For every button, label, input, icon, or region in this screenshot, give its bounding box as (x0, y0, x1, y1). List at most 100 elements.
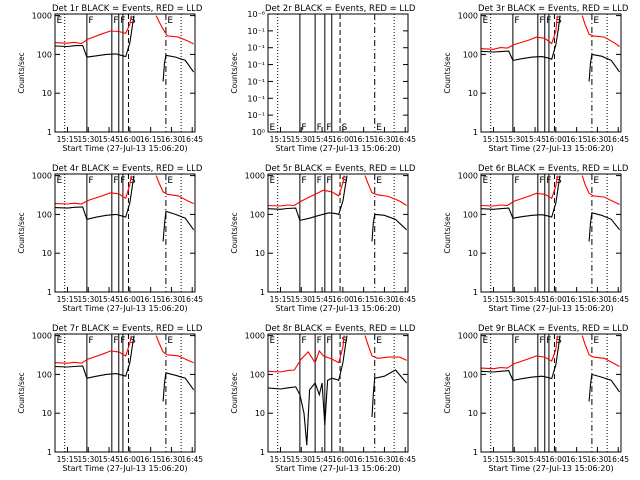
y-tick-label: 1000 (458, 12, 478, 21)
x-axis-label: Start Time (27-Jul-13 15:06:20) (488, 144, 613, 153)
y-tick-label: 100 (463, 210, 478, 219)
lld-series-line (54, 15, 132, 45)
chart-panel-6: Det 6r BLACK = Events, RED = LLDEFFFSE11… (443, 164, 629, 313)
x-tick-label: 16:30 (374, 295, 396, 304)
x-tick-label: 16:15 (140, 135, 162, 144)
x-tick-label: 16:15 (566, 295, 588, 304)
y-tick-label: 10 (42, 409, 52, 418)
x-tick-label: 16:30 (587, 455, 609, 464)
x-axis-label: Start Time (27-Jul-13 15:06:20) (62, 464, 187, 473)
event-marker-label: E (57, 336, 63, 346)
events-series-line (54, 175, 135, 220)
x-tick-label: 15:30 (503, 455, 525, 464)
x-tick-label: 15:15 (483, 455, 505, 464)
event-marker-label: F (514, 176, 519, 186)
lld-series-line (480, 335, 558, 370)
x-tick-label: 15:45 (311, 295, 333, 304)
plot-frame (54, 13, 196, 133)
event-marker-label: E (593, 176, 599, 186)
x-tick-label: 16:30 (161, 135, 183, 144)
x-tick-label: 15:15 (57, 135, 79, 144)
y-tick-label: 10 (468, 249, 478, 258)
x-tick-label: 15:45 (98, 455, 120, 464)
y-tick-label: 10⁰ (252, 128, 265, 137)
x-tick-label: 16:45 (607, 295, 629, 304)
chart-panel-9: Det 9r BLACK = Events, RED = LLDEFFFSE11… (443, 324, 629, 473)
x-tick-label: 16:30 (161, 295, 183, 304)
events-series-line (480, 175, 561, 219)
x-tick-label: 15:45 (524, 455, 546, 464)
events-series-line (588, 373, 621, 402)
lld-series-line (267, 335, 345, 373)
lld-series-line (267, 175, 345, 207)
x-tick-label: 15:45 (311, 455, 333, 464)
event-marker-label: F (326, 176, 331, 186)
y-axis-label: Counts/sec (230, 212, 239, 253)
plot-frame (54, 173, 196, 293)
y-tick-label: 10⁻¹ (247, 27, 265, 36)
y-tick-label: 10⁻¹ (247, 61, 265, 70)
x-axis-label: Start Time (27-Jul-13 15:06:20) (62, 144, 187, 153)
y-tick-label: 1000 (245, 332, 265, 341)
events-series-line (162, 372, 195, 402)
y-tick-label: 10⁻¹ (247, 94, 265, 103)
chart-title: Det 6r BLACK = Events, RED = LLD (478, 164, 629, 174)
x-tick-label: 15:15 (270, 135, 292, 144)
lld-series-line (581, 335, 620, 367)
event-marker-label: F (88, 336, 93, 346)
x-tick-label: 16:45 (394, 135, 416, 144)
x-tick-label: 16:15 (566, 455, 588, 464)
lld-series-line (364, 175, 407, 206)
events-series-line (480, 335, 561, 382)
y-tick-label: 10⁻¹ (247, 77, 265, 86)
x-tick-label: 16:30 (374, 135, 396, 144)
x-tick-label: 15:30 (290, 295, 312, 304)
event-marker-label: F (539, 16, 544, 26)
y-tick-label: 100 (250, 370, 265, 379)
event-marker-label: F (88, 176, 93, 186)
event-marker-label: F (301, 123, 306, 133)
chart-title: Det 4r BLACK = Events, RED = LLD (52, 164, 203, 174)
events-series-line (54, 335, 135, 379)
x-tick-label: 16:30 (374, 455, 396, 464)
y-axis-label: Counts/sec (17, 52, 26, 93)
x-axis-label: Start Time (27-Jul-13 15:06:20) (275, 144, 400, 153)
x-tick-label: 15:15 (483, 295, 505, 304)
event-marker-label: E (483, 336, 489, 346)
y-tick-label: 10⁻¹ (247, 111, 265, 120)
y-tick-label: 1 (47, 128, 52, 137)
events-series-line (267, 175, 348, 222)
y-tick-label: 10 (255, 249, 265, 258)
lld-series-line (581, 15, 620, 47)
x-tick-label: 15:45 (524, 135, 546, 144)
plot-frame (267, 333, 409, 453)
event-marker-label: E (270, 336, 276, 346)
y-tick-label: 100 (37, 370, 52, 379)
x-tick-label: 15:30 (77, 455, 99, 464)
event-marker-label: E (270, 123, 276, 133)
plot-frame (267, 13, 409, 133)
chart-panel-7: Det 7r BLACK = Events, RED = LLDEFFFSE11… (17, 324, 203, 473)
x-tick-label: 16:00 (332, 455, 354, 464)
x-tick-label: 16:45 (394, 295, 416, 304)
event-marker-label: E (376, 336, 382, 346)
lld-series-line (54, 175, 132, 205)
x-tick-label: 16:15 (353, 135, 375, 144)
event-marker-label: S (342, 176, 348, 186)
x-tick-label: 15:15 (270, 455, 292, 464)
x-tick-label: 15:30 (503, 135, 525, 144)
y-axis-label: Counts/sec (230, 52, 239, 93)
y-tick-label: 10 (468, 409, 478, 418)
chart-title: Det 7r BLACK = Events, RED = LLD (52, 324, 203, 334)
event-marker-label: E (593, 16, 599, 26)
x-tick-label: 15:30 (77, 295, 99, 304)
events-series-line (162, 54, 195, 82)
x-tick-label: 16:45 (181, 295, 203, 304)
lld-series-line (581, 175, 620, 205)
event-marker-label: S (342, 336, 348, 346)
y-tick-label: 1000 (458, 172, 478, 181)
y-tick-label: 100 (37, 210, 52, 219)
x-tick-label: 16:45 (181, 455, 203, 464)
x-axis-label: Start Time (27-Jul-13 15:06:20) (62, 304, 187, 313)
event-marker-label: E (483, 176, 489, 186)
